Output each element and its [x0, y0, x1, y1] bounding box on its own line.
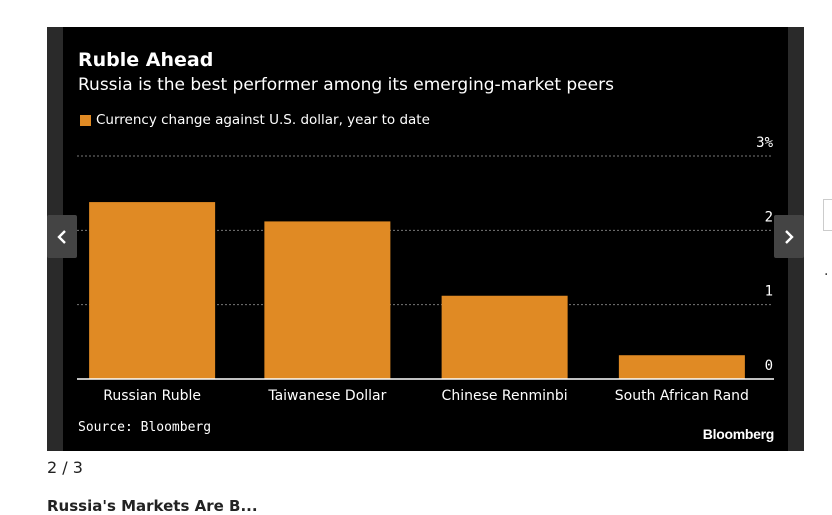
chart-title: Ruble Ahead	[78, 49, 214, 71]
legend-label: Currency change against U.S. dollar, yea…	[96, 112, 430, 128]
next-article-heading[interactable]: Russia's Markets Are B...	[47, 497, 258, 515]
slide-counter: 2 / 3	[47, 458, 83, 477]
chart-subtitle: Russia is the best performer among its e…	[78, 75, 614, 95]
slideshow-slide: Ruble Ahead Russia is the best performer…	[47, 27, 804, 451]
bar-russian-ruble	[89, 202, 216, 379]
y-tick-label: 3%	[756, 135, 773, 151]
y-tick-label: 1	[765, 284, 773, 300]
chart-panel: Ruble Ahead Russia is the best performer…	[63, 27, 788, 451]
chart-source: Source: Bloomberg	[78, 420, 212, 435]
x-category-label: Russian Ruble	[103, 388, 201, 404]
y-tick-label: 2	[765, 209, 773, 225]
legend-swatch	[80, 114, 91, 126]
bar-chart: 3% 2 1 0 Russian Ruble Taiwanese Dollar Chines…	[77, 135, 774, 404]
bloomberg-logo: Bloomberg	[702, 426, 775, 442]
chevron-left-icon	[57, 229, 66, 244]
side-text-fragment: .	[824, 263, 829, 279]
x-category-label: Chinese Renminbi	[442, 388, 568, 404]
previous-slide-button[interactable]	[47, 215, 77, 258]
bar-south-african-rand	[618, 355, 745, 379]
chevron-right-icon	[785, 229, 794, 244]
x-category-label: Taiwanese Dollar	[267, 388, 386, 404]
bar-chinese-renminbi	[441, 295, 568, 379]
legend: Currency change against U.S. dollar, yea…	[80, 112, 430, 128]
bar-taiwanese-dollar	[264, 221, 391, 379]
y-tick-label: 0	[765, 358, 773, 374]
side-panel-edge	[823, 199, 832, 231]
x-category-label: South African Rand	[615, 388, 749, 404]
next-slide-button[interactable]	[774, 215, 804, 258]
